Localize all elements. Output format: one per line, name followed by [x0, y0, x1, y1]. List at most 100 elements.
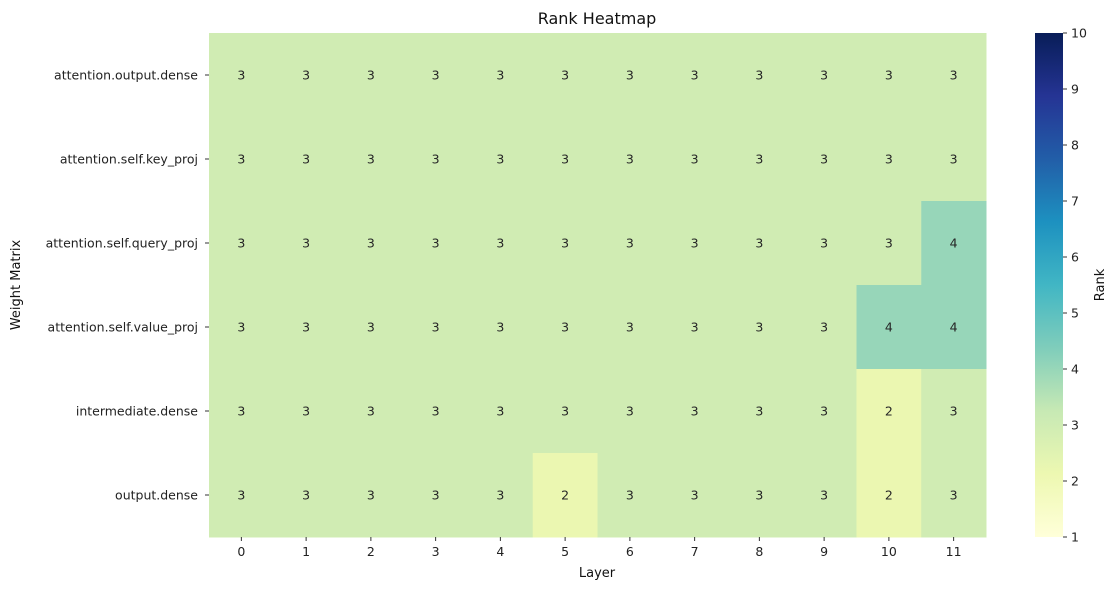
y-tick-label: attention.output.dense [54, 68, 198, 83]
heatmap-cell-label: 3 [755, 488, 763, 503]
heatmap-cell-label: 3 [496, 404, 504, 419]
x-tick-label: 9 [820, 544, 828, 559]
heatmap-cell [856, 453, 922, 538]
heatmap-cell [338, 369, 404, 454]
heatmap-cell-label: 3 [755, 152, 763, 167]
heatmap-cell-label: 4 [885, 320, 893, 335]
heatmap-cell-label: 3 [367, 68, 375, 83]
colorbar-tick-label: 6 [1071, 250, 1079, 265]
heatmap-cell [338, 117, 404, 202]
heatmap-cell [209, 33, 275, 118]
heatmap-cell [468, 453, 534, 538]
y-tick-label: output.dense [115, 488, 198, 503]
heatmap-cell [921, 285, 987, 370]
heatmap-cell-labels: 3 3 3 3 3 3 3 3 3 3 3 3 3 3 3 3 3 3 3 3 3 3 3 3 3 3 3 3 3 3 3 3 3 3 3 4 3 3 3 3… [237, 68, 957, 503]
heatmap-cell-label: 3 [237, 236, 245, 251]
heatmap-cell [532, 201, 598, 286]
heatmap-cell [921, 369, 987, 454]
heatmap-cell [273, 117, 339, 202]
heatmap-cell-label: 3 [561, 68, 569, 83]
heatmap-cell-label: 3 [885, 68, 893, 83]
heatmap-cell-label: 3 [561, 320, 569, 335]
heatmap-cell [856, 369, 922, 454]
heatmap-cell-label: 3 [367, 488, 375, 503]
heatmap-cell [791, 285, 857, 370]
heatmap-cell [662, 33, 728, 118]
heatmap-cell [273, 201, 339, 286]
heatmap-cell [597, 453, 663, 538]
x-tick-label: 3 [432, 544, 440, 559]
heatmap-cell [532, 285, 598, 370]
heatmap-cell-label: 3 [885, 152, 893, 167]
heatmap-cell-label: 3 [885, 236, 893, 251]
x-tick-label: 1 [302, 544, 310, 559]
heatmap-cell [273, 33, 339, 118]
heatmap-cell-label: 3 [626, 320, 634, 335]
heatmap-cell [791, 33, 857, 118]
colorbar-ticks: 1 2 3 4 5 6 7 8 9 10 [1063, 26, 1087, 545]
heatmap-cell-label: 3 [950, 68, 958, 83]
heatmap-cell-label: 3 [302, 236, 310, 251]
y-axis-label: Weight Matrix [9, 240, 24, 331]
heatmap-cell-label: 3 [691, 152, 699, 167]
heatmap-cell-label: 4 [950, 320, 958, 335]
heatmap-cell-label: 3 [367, 404, 375, 419]
heatmap-cell-label: 3 [755, 404, 763, 419]
heatmap-cell [597, 117, 663, 202]
heatmap-cell [532, 453, 598, 538]
heatmap-cell [209, 453, 275, 538]
heatmap-cell-label: 3 [820, 320, 828, 335]
heatmap-cell [662, 285, 728, 370]
heatmap-cell-label: 3 [691, 488, 699, 503]
heatmap-cell-label: 3 [302, 488, 310, 503]
heatmap-cell-label: 3 [302, 320, 310, 335]
heatmap-cell-label: 3 [432, 152, 440, 167]
heatmap-cell-label: 3 [496, 320, 504, 335]
heatmap-cell-label: 3 [432, 68, 440, 83]
heatmap-cell-label: 3 [237, 320, 245, 335]
heatmap-cell-label: 3 [691, 68, 699, 83]
heatmap-cell-label: 3 [691, 404, 699, 419]
y-axis-ticks: attention.output.dense attention.self.key… [46, 68, 209, 503]
y-tick-label: attention.self.query_proj [46, 236, 198, 251]
heatmap-cell [727, 33, 793, 118]
heatmap-cell-label: 3 [496, 236, 504, 251]
heatmap-cell [273, 369, 339, 454]
heatmap-cell [468, 33, 534, 118]
heatmap-cell [727, 369, 793, 454]
heatmap-cell [662, 369, 728, 454]
heatmap-cell-label: 3 [755, 236, 763, 251]
colorbar-label: Rank [1093, 268, 1108, 301]
heatmap-cell [921, 201, 987, 286]
heatmap-cell-label: 3 [950, 488, 958, 503]
heatmap-cell [338, 285, 404, 370]
heatmap-cell-label: 3 [561, 236, 569, 251]
heatmap-cell-label: 3 [561, 404, 569, 419]
x-tick-label: 4 [496, 544, 504, 559]
heatmap-cell [597, 369, 663, 454]
colorbar-tick-label: 3 [1071, 418, 1079, 433]
heatmap-cell [403, 201, 469, 286]
heatmap-cell-label: 3 [755, 320, 763, 335]
heatmap-cell-label: 3 [496, 68, 504, 83]
heatmap-cell [597, 201, 663, 286]
heatmap-cells [209, 33, 987, 538]
colorbar-tick-label: 5 [1071, 306, 1079, 321]
heatmap-cell [468, 117, 534, 202]
heatmap-cell [921, 453, 987, 538]
heatmap-cell-label: 3 [302, 152, 310, 167]
heatmap-cell [727, 453, 793, 538]
x-tick-label: 7 [691, 544, 699, 559]
x-tick-label: 5 [561, 544, 569, 559]
heatmap-cell-label: 3 [496, 488, 504, 503]
colorbar-tick-label: 7 [1071, 194, 1079, 209]
x-tick-label: 2 [367, 544, 375, 559]
heatmap-cell [856, 117, 922, 202]
heatmap-cell-label: 3 [432, 404, 440, 419]
heatmap-cell [209, 369, 275, 454]
heatmap-cell-label: 3 [626, 236, 634, 251]
y-tick-label: attention.self.value_proj [48, 320, 198, 335]
heatmap-cell-label: 3 [432, 320, 440, 335]
heatmap-cell [403, 453, 469, 538]
heatmap-cell-label: 3 [820, 236, 828, 251]
